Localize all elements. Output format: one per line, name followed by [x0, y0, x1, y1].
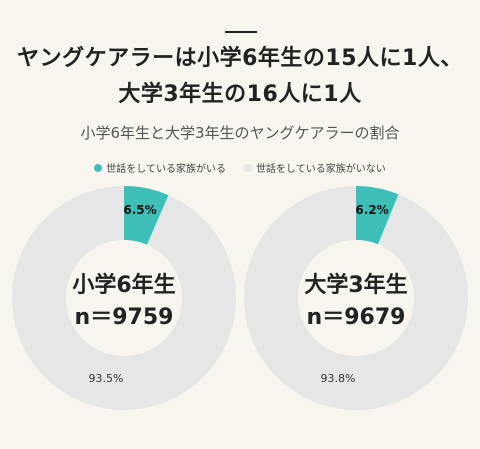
donut-1-slice-1: [124, 186, 169, 245]
donut-1-hole: [66, 240, 182, 356]
legend-swatch-has-family: [94, 163, 103, 172]
donut-2-slice-2: [244, 186, 469, 410]
legend-label-no-family: 世話をしている家族がいない: [256, 164, 386, 175]
legend-label-has-family: 世話をしている家族がいる: [106, 164, 226, 175]
donut-1-slice-2: [12, 186, 237, 411]
donut-2-slice-2-label: 93.8%: [321, 372, 356, 385]
donut-1-slice-1-label: 6.5%: [123, 203, 156, 217]
donut-1-n-label: n＝9759: [75, 305, 174, 330]
donut-2-group-label: 大学3年生: [304, 272, 407, 298]
legend-item-no-family: 世話をしている家族がいない: [244, 160, 386, 175]
legend-swatch-no-family: [244, 163, 252, 172]
title-rule: [225, 31, 257, 33]
headline-line-2: 大学3年生の16人に1人: [118, 82, 362, 107]
legend-item-has-family: 世話をしている家族がいる: [94, 160, 226, 175]
donut-2-slice-1: [356, 186, 399, 245]
donut-1-slice-2-label: 93.5%: [89, 372, 124, 385]
donut-1-group-label: 小学6年生: [72, 272, 175, 298]
legend: 世話をしている家族がいる 世話をしている家族がいない: [0, 160, 480, 175]
donut-2-slice-1-label: 6.2%: [355, 203, 388, 217]
donut-2-hole: [298, 240, 414, 356]
chart-subtitle: 小学6年生と大学3年生のヤングケアラーの割合: [80, 124, 400, 142]
headline-line-1: ヤングケアラーは小学6年生の15人に1人、: [17, 46, 463, 71]
donut-2-n-label: n＝9679: [307, 305, 406, 330]
